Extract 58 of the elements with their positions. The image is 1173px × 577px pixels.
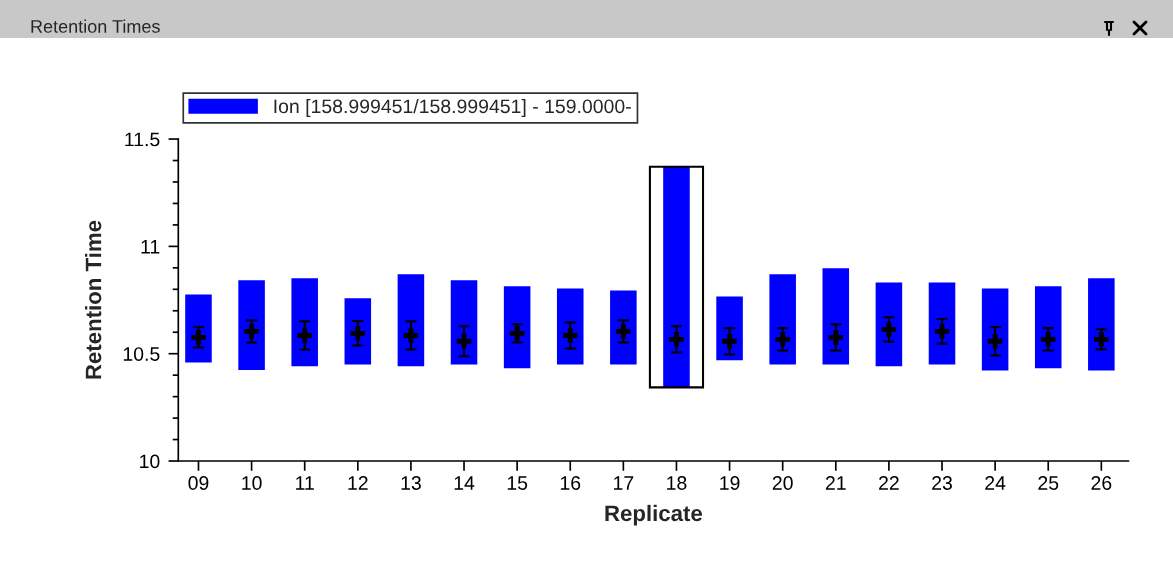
bar (875, 282, 903, 367)
point (403, 328, 419, 343)
point (1040, 332, 1056, 347)
bar (769, 274, 796, 365)
chart-title: Retention Times (31, 19, 160, 33)
point (297, 328, 312, 343)
x-tick-label: 14 (454, 476, 475, 490)
bar (503, 286, 531, 369)
point (881, 322, 897, 337)
point (562, 328, 578, 343)
y-tick-label: 11 (141, 240, 160, 254)
x-tick-label: 20 (772, 476, 793, 490)
point (191, 330, 206, 345)
x-tick-label: 24 (985, 476, 1006, 490)
y-tick-label: 11.5 (125, 132, 160, 147)
bar (822, 268, 850, 365)
x-tick-label: 10 (242, 476, 262, 490)
point (350, 326, 366, 341)
x-tick-label: 17 (614, 476, 634, 490)
bar (291, 278, 318, 367)
point (722, 333, 737, 349)
bar (450, 280, 478, 365)
point (244, 324, 259, 339)
x-tick-label: 09 (188, 476, 209, 490)
bar (344, 298, 372, 365)
bar (397, 274, 425, 367)
y-axis-title: Retention Time (85, 220, 102, 379)
x-tick-label: 13 (401, 476, 421, 490)
bar (1088, 278, 1115, 371)
x-tick-label: 18 (667, 476, 687, 490)
point (828, 330, 844, 345)
x-tick-label: 22 (879, 476, 899, 490)
bar (556, 288, 584, 365)
x-tick-label: 12 (348, 476, 368, 490)
x-tick-label: 16 (560, 476, 581, 490)
point (1094, 332, 1109, 347)
x-tick-label: 15 (507, 476, 528, 490)
point (669, 332, 684, 347)
x-tick-label: 26 (1091, 476, 1112, 490)
bar (238, 280, 265, 371)
point (616, 324, 631, 339)
bar (1034, 286, 1062, 369)
legend-label: Ion [158.999451/158.999451] - 159.0000- (274, 98, 631, 118)
y-tick-label: 10.5 (123, 347, 160, 361)
bar (981, 288, 1009, 371)
point (456, 333, 472, 349)
x-tick-label: 25 (1038, 476, 1059, 490)
bar (928, 282, 956, 365)
x-tick-label: 11 (296, 476, 314, 490)
point (934, 324, 950, 339)
x-tick-label: 23 (932, 476, 952, 490)
point (987, 333, 1003, 349)
x-axis-title: Replicate (605, 504, 703, 526)
bar (663, 166, 690, 388)
x-tick-label: 19 (720, 476, 740, 490)
x-tick-label: 21 (825, 476, 846, 490)
y-tick-label: 10 (140, 454, 160, 469)
point (775, 332, 790, 347)
